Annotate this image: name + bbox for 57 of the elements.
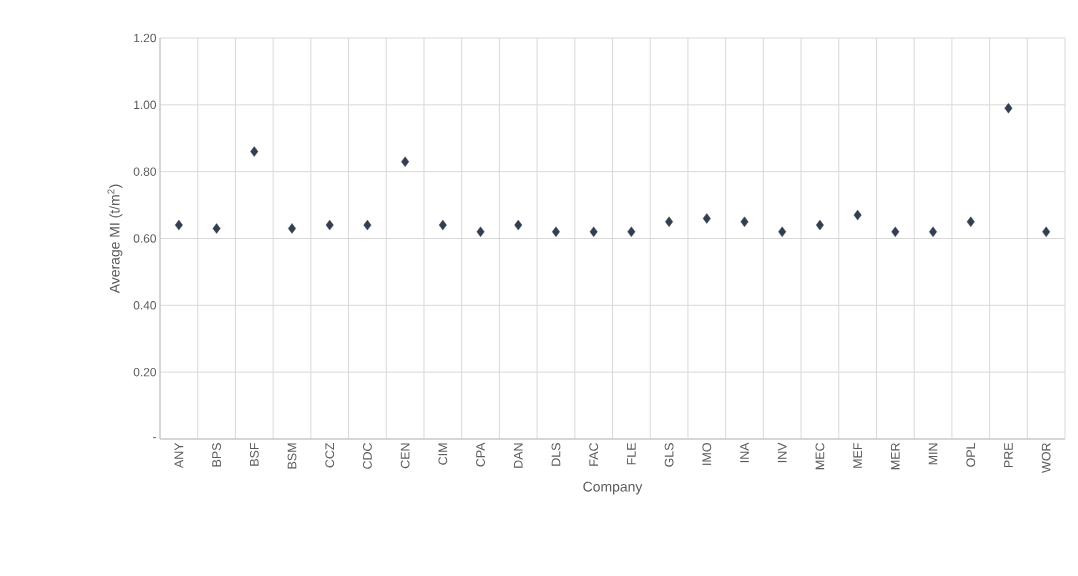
x-tick-label: CIM: [438, 443, 448, 465]
point: [363, 219, 372, 231]
point: [929, 226, 937, 237]
x-tick-label: PRE: [1004, 443, 1013, 468]
y-tick-label: 1.00: [134, 100, 157, 110]
point: [1004, 102, 1013, 114]
x-tick-label: FAC: [589, 442, 599, 466]
y-tick-label: 1.20: [134, 33, 157, 43]
point: [589, 226, 598, 237]
x-tick-label: MIN: [928, 443, 938, 465]
x-tick-label: CPA: [476, 442, 485, 467]
point: [740, 216, 749, 227]
x-tick-label: MER: [891, 443, 900, 470]
x-tick-label: IMO: [702, 443, 712, 465]
x-tick-label: WOR: [1041, 443, 1051, 473]
x-tick-label: DAN: [513, 443, 523, 468]
point: [401, 156, 410, 167]
point: [250, 146, 259, 157]
point: [815, 219, 824, 231]
point: [438, 219, 447, 231]
y-tick-label: 0.80: [133, 167, 157, 176]
y-tick-label: 0.40: [133, 301, 157, 310]
y-tick-label: -: [153, 437, 156, 439]
point: [891, 226, 900, 237]
point: [325, 219, 334, 231]
x-tick-label: CDC: [363, 442, 372, 469]
y-tick-label: 0.20: [133, 367, 157, 377]
point: [665, 216, 674, 227]
y-axis-title: Average MI (t/m$^{2}$): [107, 184, 123, 294]
x-tick-label: BSM: [287, 443, 297, 469]
x-tick-label: CEN: [400, 443, 410, 469]
x-tick-label: BPS: [212, 443, 221, 467]
x-tick-label: MEF: [853, 443, 862, 468]
point: [702, 213, 711, 224]
x-tick-label: MEC: [815, 442, 825, 470]
x-tick-label: CCZ: [325, 442, 335, 468]
point: [1042, 226, 1051, 237]
point: [552, 226, 560, 237]
x-tick-label: BSF: [249, 443, 259, 466]
x-axis-title: Company: [583, 481, 643, 495]
point: [212, 223, 221, 234]
x-tick-label: INA: [740, 442, 749, 463]
y-tick-label: 0.60: [133, 234, 157, 243]
point: [966, 216, 975, 227]
x-tick-label: DLS: [551, 443, 561, 466]
x-tick-label: INV: [777, 442, 787, 463]
point: [288, 223, 296, 234]
x-tick-label: OPL: [966, 442, 976, 467]
point: [853, 209, 862, 221]
x-tick-label: GLS: [664, 443, 674, 467]
point: [174, 219, 183, 231]
point: [514, 219, 523, 231]
point: [778, 226, 787, 237]
x-tick-label: FLE: [627, 443, 636, 465]
point: [627, 226, 636, 237]
x-tick-label: ANY: [174, 442, 184, 469]
point: [476, 226, 485, 237]
